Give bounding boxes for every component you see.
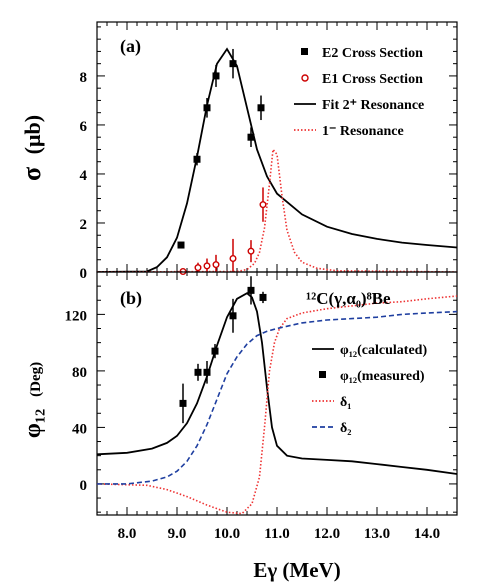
panel-b-ytick-label: 40 [72, 421, 87, 437]
panel-b-label: (b) [120, 288, 142, 309]
panel-b-xtick-label: 10.0 [214, 526, 240, 542]
panel-b-series-1-point [229, 312, 237, 320]
panel-a-series-0-legend-label: E2 Cross Section [322, 46, 423, 61]
panel-a-ytick-label: 0 [80, 266, 88, 282]
panel-b-xtick-label: 9.0 [168, 526, 187, 542]
panel-b-series-1-legend-label: φ₁₂(measured) [340, 369, 425, 384]
ylabel-top-unit: (μb) [20, 115, 45, 154]
panel-b-series-2-line [97, 295, 457, 515]
panel-b-series-1-legend-swatch [319, 371, 326, 378]
panel-a-series-3-legend-label: 1⁻ Resonance [322, 124, 404, 139]
panel-b-series-1-point [194, 368, 202, 376]
panel-a-series-1-point [203, 262, 211, 270]
panel-a-series-1-point [259, 201, 267, 209]
panel-a-series-0-point [247, 133, 255, 141]
panel-a-series-1-point [212, 261, 220, 269]
panel-b-series-2-legend-label: δ₁ [340, 395, 351, 410]
ylabel-bottom-unit: (Deg) [28, 362, 44, 397]
panel-b-xtick-label: 14.0 [414, 526, 440, 542]
panel-b-legend: φ₁₂(calculated) φ₁₂(measured) δ₁ δ₂ [312, 343, 427, 436]
panel-b: 8.0 9.0 10.0 11.0 12.0 13.0 14.0 0 40 80 120 (b) ¹… [65, 271, 458, 542]
panel-b-series-0-line [97, 292, 457, 475]
panel-b-series-3-line [97, 310, 457, 485]
panel-a-series-1-legend-label: E1 Cross Section [322, 72, 423, 87]
panel-a-series-2-line [97, 47, 457, 272]
panel-b-xtick-label: 13.0 [364, 526, 390, 542]
panel-a-legend: E2 Cross Section E1 Cross Section Fit 2⁺ R… [294, 46, 424, 139]
panel-b-series-0-legend-label: φ₁₂(calculated) [340, 343, 427, 358]
svg-text:φ₁₂ (Deg): φ₁₂ (Deg) [20, 362, 46, 438]
panel-b-series-3-legend-label: δ₂ [340, 421, 351, 436]
panel-a-series-1-legend-swatch [301, 74, 309, 82]
panel-a-series-0-point [212, 72, 220, 80]
panel-b-series-1-point [211, 347, 219, 355]
panel-b-xtick-label: 8.0 [118, 526, 137, 542]
panel-b-ytick-label: 80 [72, 365, 87, 381]
panel-b-ticks: 8.0 9.0 10.0 11.0 12.0 13.0 14.0 0 40 80 120 [65, 271, 458, 542]
panel-a-label: (a) [120, 36, 141, 57]
panel-b-xtick-label: 12.0 [314, 526, 340, 542]
panel-a-series-0-point [257, 104, 265, 112]
panel-a-series-0-point [229, 60, 237, 68]
panel-a-series-1-point [247, 247, 255, 255]
ylabel-top: σ (μb) [17, 115, 46, 181]
panel-b-xtick-label: 11.0 [264, 526, 289, 542]
panel-b-annotation: ¹²C(γ,α₀)⁸Be [306, 289, 391, 308]
panel-a: 0 2 4 6 8 (a) E2 Cross Section E1 Cross Secti… [80, 21, 458, 282]
panel-a-series-2-legend-label: Fit 2⁺ Resonance [322, 98, 424, 113]
panel-a-series-0-point [177, 241, 185, 249]
ylabel-bottom: φ₁₂ (Deg) [20, 362, 46, 438]
panel-a-ytick-label: 2 [80, 217, 88, 233]
panel-a-ticks: 0 2 4 6 8 [80, 22, 458, 282]
panel-a-ytick-label: 4 [80, 168, 88, 184]
panel-a-ytick-label: 8 [80, 70, 88, 86]
panel-a-series-0-legend-swatch [301, 48, 308, 55]
panel-b-ytick-label: 120 [65, 308, 88, 324]
panel-b-series-1-point [179, 399, 187, 407]
panel-a-plot [97, 47, 457, 276]
panel-b-plot [97, 276, 457, 515]
panel-a-ytick-label: 6 [80, 119, 88, 135]
panel-b-frame [96, 271, 458, 516]
panel-a-series-3-line [97, 147, 457, 272]
panel-b-series-1-point [203, 368, 211, 376]
panel-b-series-1-point [259, 293, 267, 301]
xlabel: Eγ (MeV) [253, 558, 340, 582]
panel-a-series-1-point [194, 264, 202, 272]
ylabel-bottom-main: φ₁₂ [20, 409, 46, 438]
svg-text:σ (μb): σ (μb) [17, 115, 46, 181]
panel-b-ytick-label: 0 [80, 478, 88, 494]
panel-b-series-1-point [247, 286, 255, 294]
ylabel-top-main: σ [17, 167, 46, 181]
panel-a-series-1-point [229, 255, 237, 263]
